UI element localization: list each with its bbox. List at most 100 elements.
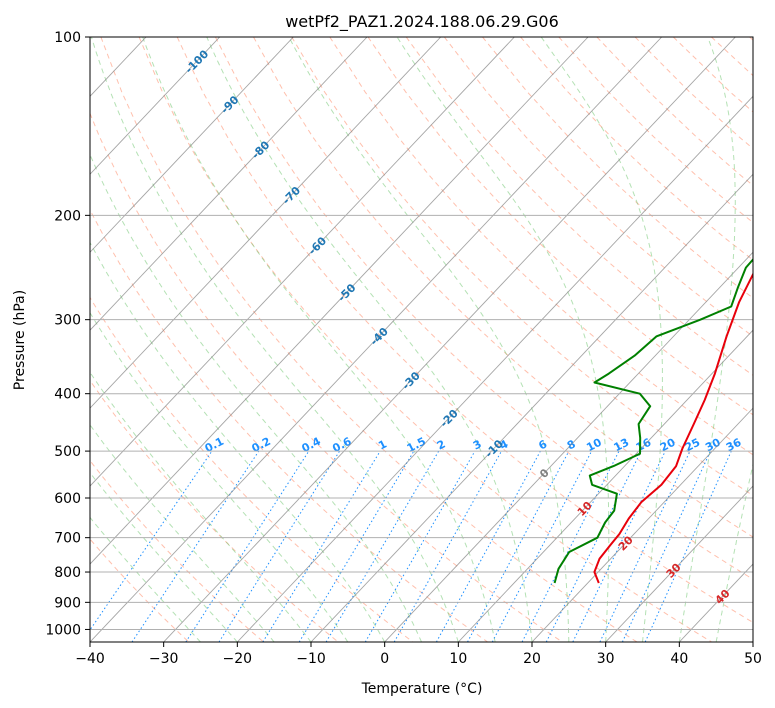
- y-tick-label: 1000: [45, 622, 81, 638]
- isotherm-line: [752, 641, 753, 642]
- axes-border: [89, 36, 754, 643]
- x-tick-label: 10: [449, 651, 467, 667]
- mixing-ratio-line: [218, 450, 341, 642]
- x-tick-label: −10: [296, 651, 326, 667]
- mixing-ratio-line: [621, 450, 711, 642]
- mixing-ratio-label: 1: [376, 437, 389, 452]
- mixing-ratio-line: [298, 450, 415, 642]
- moist-adiabat: [90, 153, 422, 642]
- mixing-ratio-line: [393, 450, 502, 642]
- mixing-ratio-line: [90, 450, 213, 631]
- moist-adiabat: [90, 516, 201, 642]
- plot-area: 0.10.20.40.611.52346810131620253036-100-…: [0, 37, 753, 642]
- moist-adiabat: [396, 37, 610, 642]
- mixing-ratio-label: 13: [612, 436, 632, 455]
- dry-adiabat: [214, 37, 753, 580]
- moist-adiabat: [678, 37, 736, 642]
- dry-adiabat: [482, 37, 753, 299]
- dry-adiabat: [90, 538, 190, 642]
- isotherm-line: [90, 37, 368, 331]
- moist-adiabat: [206, 37, 533, 642]
- x-tick-label: 30: [597, 651, 615, 667]
- y-tick-label: 100: [54, 30, 81, 46]
- dry-adiabat: [138, 37, 712, 642]
- isotherm-line: [0, 37, 72, 642]
- dry-adiabat: [176, 37, 753, 623]
- x-tick-label: 0: [380, 651, 389, 667]
- isotherm-line: [237, 95, 753, 642]
- mixing-ratio-line: [435, 450, 541, 642]
- dry-adiabat: [90, 296, 414, 642]
- x-tick-label: −40: [75, 651, 105, 667]
- mixing-ratio-label: 10: [584, 436, 604, 455]
- isotherm-line: [384, 251, 753, 642]
- isotherm-line: [531, 407, 753, 642]
- moist-adiabat: [90, 424, 275, 642]
- mixing-ratio-line: [599, 450, 691, 642]
- mixing-ratio-label: 30: [703, 436, 723, 455]
- isotherm-line: [90, 37, 221, 175]
- moist-adiabat: [540, 37, 663, 642]
- y-tick-label: 300: [54, 313, 81, 329]
- x-tick-label: 50: [744, 651, 762, 667]
- chart-title: wetPf2_PAZ1.2024.188.06.29.G06: [285, 12, 559, 32]
- dry-adiabat: [253, 37, 753, 538]
- y-tick-label: 800: [54, 565, 81, 581]
- y-tick-label: 200: [54, 208, 81, 224]
- x-tick-label: 20: [523, 651, 541, 667]
- x-axis-title: Temperature (°C): [361, 681, 483, 697]
- mixing-ratio-line: [572, 450, 666, 642]
- mixing-ratio-line: [467, 450, 570, 642]
- mixing-ratio-label: 6: [536, 437, 549, 452]
- moist-adiabat: [90, 37, 459, 642]
- isotherm-line: [458, 329, 753, 642]
- y-tick-label: 400: [54, 387, 81, 403]
- y-tick-label: 500: [54, 444, 81, 460]
- mixing-ratio-label: 0.4: [300, 435, 324, 456]
- mixing-ratio-line: [262, 450, 381, 642]
- dry-adiabat: [100, 37, 638, 642]
- dry-adiabat: [90, 459, 264, 642]
- isotherm-line: [90, 37, 515, 487]
- mixing-ratio-label: 2: [435, 437, 448, 452]
- dry-adiabat: [90, 209, 488, 642]
- dry-adiabat: [90, 379, 339, 642]
- isotherm-line: [310, 173, 753, 642]
- dry-adiabat: [711, 37, 753, 77]
- x-tick-label: 40: [670, 651, 688, 667]
- mixing-ratio-line: [644, 450, 732, 642]
- dry-adiabat: [367, 37, 753, 416]
- isotherm-line: [90, 37, 589, 565]
- isotherm-line: [163, 37, 736, 642]
- moist-adiabat: [90, 471, 238, 642]
- temperature-profile: [593, 272, 753, 584]
- isotherm-line: [90, 37, 663, 642]
- isotherm-label: -100: [183, 47, 212, 76]
- moist-adiabat: [90, 311, 349, 642]
- moist-adiabat: [288, 37, 570, 642]
- moist-adiabat: [90, 241, 386, 642]
- mixing-ratio-line: [364, 450, 476, 642]
- dry-adiabat: [405, 37, 753, 376]
- y-axis-title: Pressure (hPa): [12, 290, 28, 390]
- axes-frame: [89, 36, 754, 643]
- dry-adiabat: [672, 37, 753, 113]
- x-tick-label: −30: [149, 651, 179, 667]
- y-tick-label: 900: [54, 595, 81, 611]
- dry-adiabat: [90, 112, 563, 642]
- moist-adiabat: [142, 37, 496, 642]
- x-tick-label: −20: [223, 651, 253, 667]
- mixing-ratio-label: 0.1: [203, 435, 226, 455]
- ticks: −40 −30 −20 −10 0 10 20 30 40 5010020030040050060…: [45, 30, 762, 667]
- dry-adiabat: [634, 37, 753, 150]
- mixing-ratio-label: 3: [471, 437, 484, 452]
- mixing-ratio-line: [325, 450, 440, 642]
- dry-adiabat: [291, 37, 753, 497]
- y-tick-label: 700: [54, 531, 81, 547]
- isotherm-line: [90, 37, 294, 253]
- y-tick-label: 600: [54, 491, 81, 507]
- mixing-ratio-line: [185, 450, 310, 642]
- isotherm-line: [90, 37, 442, 409]
- mixing-ratio-label: 36: [724, 436, 744, 455]
